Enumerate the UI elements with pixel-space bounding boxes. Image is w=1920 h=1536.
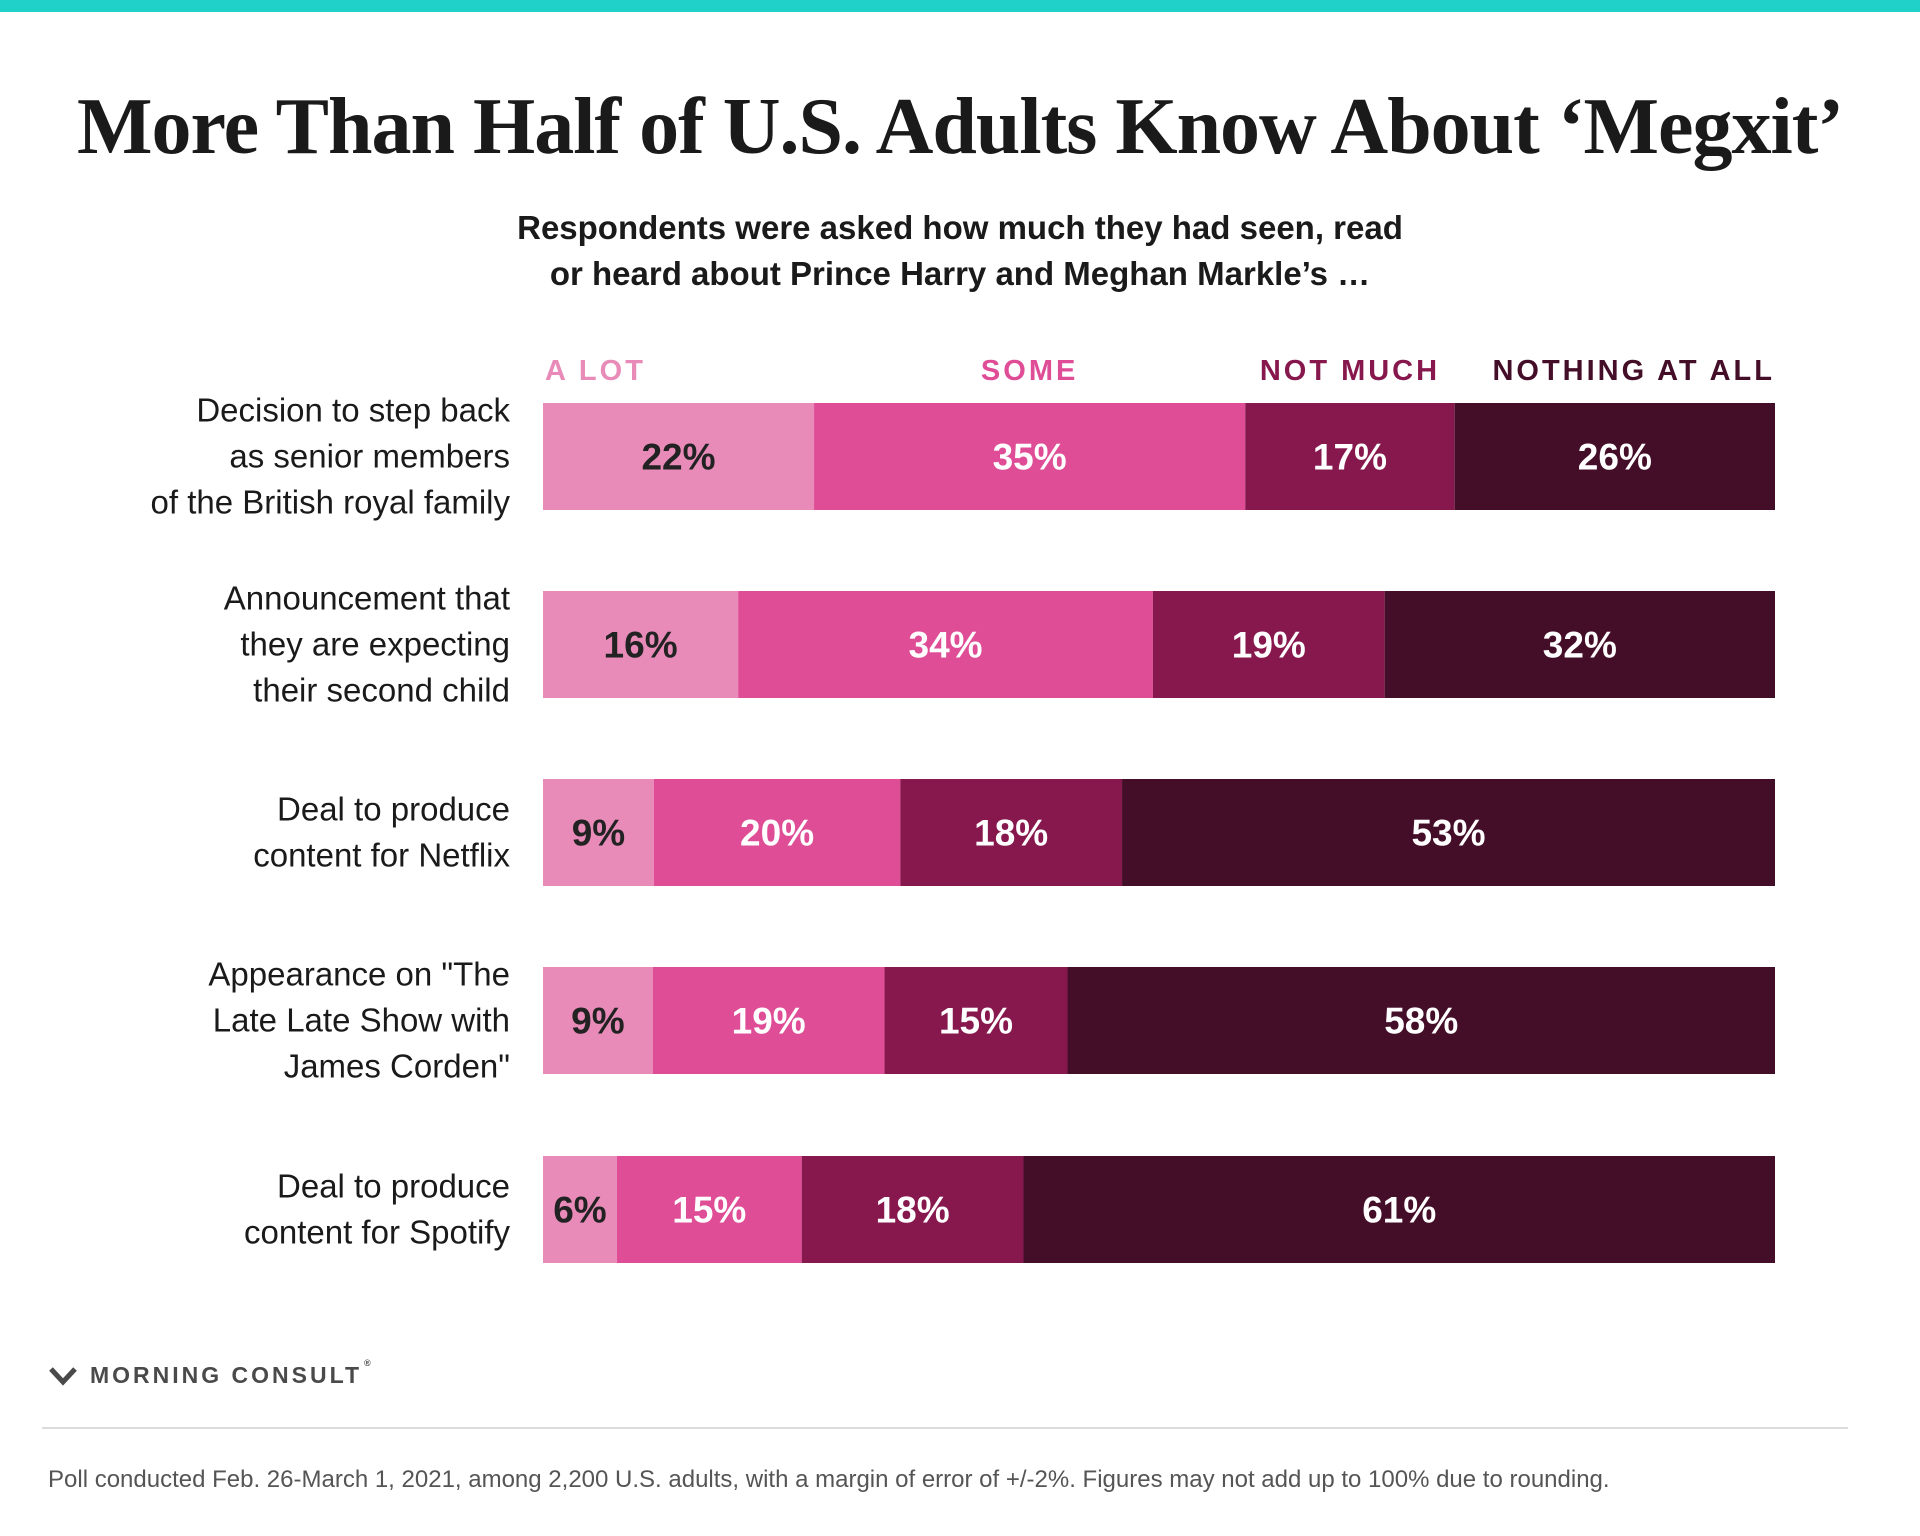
morning-consult-logo-icon: [49, 1366, 77, 1386]
top-accent-stripe: [0, 0, 1920, 12]
bar-value-label: 17%: [1313, 437, 1387, 478]
bar-segment-nothing-at-all: [1067, 967, 1775, 1074]
bar-value-label: 9%: [572, 813, 625, 854]
bar-segment-some: [653, 779, 901, 886]
bar-segment-some: [616, 1156, 802, 1263]
brand-trademark: ®: [364, 1358, 374, 1369]
bar-value-label: 58%: [1384, 1001, 1458, 1042]
chart-title: More Than Half of U.S. Adults Know About…: [77, 83, 1844, 171]
bar-value-label: 16%: [604, 625, 678, 666]
legend-label-not-much: NOT MUCH: [1260, 355, 1440, 387]
category-label-line: Announcement that: [224, 580, 510, 617]
category-label-line: Deal to produce: [277, 1168, 510, 1205]
category-label-line: Appearance on "The: [208, 956, 510, 993]
bar-value-label: 15%: [672, 1190, 746, 1231]
bar-value-label: 18%: [876, 1190, 950, 1231]
category-label-line: of the British royal family: [151, 484, 511, 521]
legend-label-some: SOME: [981, 355, 1078, 387]
category-label-line: they are expecting: [240, 626, 510, 663]
bar-value-label: 61%: [1362, 1190, 1436, 1231]
bar-segment-some: [652, 967, 885, 1074]
bar-value-label: 19%: [1232, 625, 1306, 666]
bar-value-label: 34%: [909, 625, 983, 666]
bar-value-label: 6%: [553, 1190, 606, 1231]
bar-segment-nothing-at-all: [1454, 403, 1775, 510]
bar-segment-not-much: [1152, 591, 1385, 698]
bar-value-label: 35%: [993, 437, 1067, 478]
legend-label-nothing-at-all: NOTHING AT ALL: [1492, 355, 1775, 387]
bar-segment-nothing-at-all: [1384, 591, 1775, 698]
bar-segment-some: [738, 591, 1153, 698]
bar-segment-a-lot: [543, 967, 653, 1074]
bar-segment-nothing-at-all: [1023, 1156, 1775, 1263]
brand-logo: MORNING CONSULT ®: [48, 1358, 374, 1389]
bar-segment-not-much: [801, 1156, 1024, 1263]
footer-divider: [42, 1427, 1848, 1429]
bar-value-label: 32%: [1543, 625, 1617, 666]
category-label-line: Deal to produce: [277, 791, 510, 828]
bar-value-label: 20%: [740, 813, 814, 854]
bar-segment-a-lot: [543, 1156, 617, 1263]
bar-segment-not-much: [1245, 403, 1455, 510]
bar-segment-a-lot: [543, 403, 815, 510]
subtitle-line-1: Respondents were asked how much they had…: [517, 209, 1403, 246]
category-label-line: content for Netflix: [253, 837, 510, 874]
category-label-line: as senior members: [229, 438, 510, 475]
bar-value-label: 9%: [571, 1001, 624, 1042]
bar-value-label: 53%: [1411, 813, 1485, 854]
bar-segment-a-lot: [543, 591, 739, 698]
legend-label-a-lot: A LOT: [545, 355, 646, 387]
category-label-line: content for Spotify: [244, 1214, 510, 1251]
category-label-line: James Corden": [284, 1048, 510, 1085]
methodology-footnote: Poll conducted Feb. 26-March 1, 2021, am…: [48, 1466, 1610, 1493]
bar-segment-a-lot: [543, 779, 654, 886]
stacked-bar-chart: A LOT SOME NOT MUCH NOTHING AT ALL Decision …: [151, 355, 1775, 1263]
bar-value-label: 22%: [641, 437, 715, 478]
category-label-line: their second child: [253, 672, 510, 709]
chart-subtitle: Respondents were asked how much they had…: [360, 205, 1560, 297]
bar-value-label: 15%: [939, 1001, 1013, 1042]
brand-name: MORNING CONSULT ®: [90, 1358, 374, 1389]
brand-name-text: MORNING CONSULT: [90, 1362, 363, 1388]
bar-segment-some: [814, 403, 1246, 510]
bar-value-label: 18%: [974, 813, 1048, 854]
subtitle-line-2: or heard about Prince Harry and Meghan M…: [549, 255, 1371, 292]
bar-segment-not-much: [900, 779, 1123, 886]
bar-segment-not-much: [884, 967, 1068, 1074]
bar-segment-nothing-at-all: [1122, 779, 1775, 886]
bar-value-label: 26%: [1578, 437, 1652, 478]
category-label-line: Decision to step back: [196, 392, 510, 429]
category-label-line: Late Late Show with: [213, 1002, 510, 1039]
bar-value-label: 19%: [732, 1001, 806, 1042]
